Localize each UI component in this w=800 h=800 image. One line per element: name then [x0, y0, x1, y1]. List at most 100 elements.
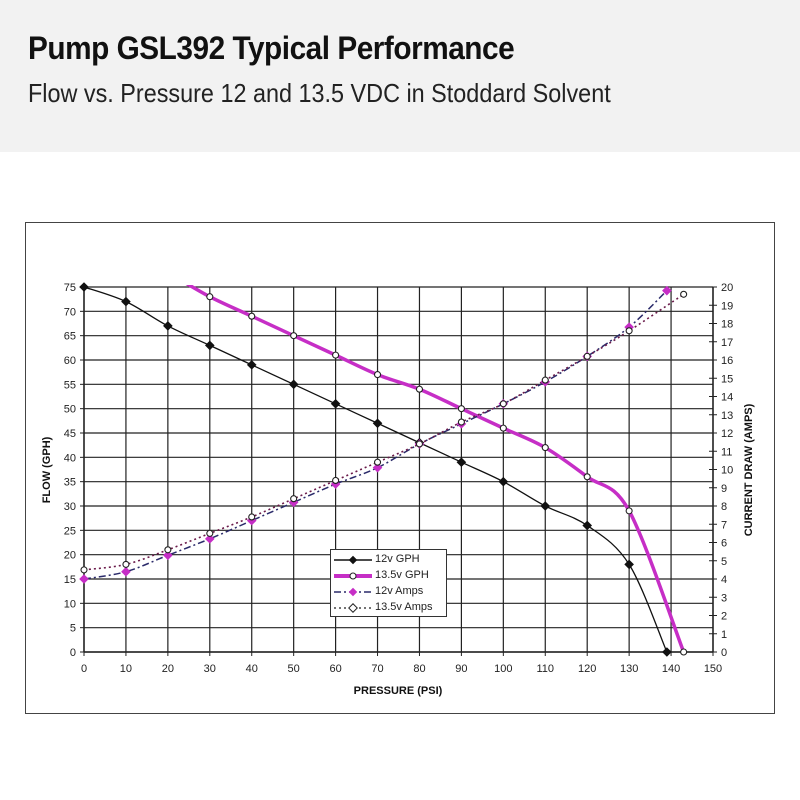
- data-point-circle-icon: [499, 424, 507, 432]
- data-point-diamond-icon: [330, 398, 341, 409]
- y2-tick-label: 2: [721, 611, 727, 623]
- y-tick-label: 75: [64, 282, 76, 294]
- chart-markers: [79, 282, 688, 657]
- x-tick-label: 100: [494, 663, 512, 675]
- data-point-circle-icon: [80, 566, 88, 574]
- x-tick-label: 0: [81, 663, 87, 675]
- data-point-circle-icon: [332, 476, 340, 485]
- x-tick-label: 20: [162, 663, 174, 675]
- data-point-circle-icon: [499, 400, 507, 408]
- y-tick-label: 55: [64, 379, 76, 391]
- x-tick-label: 50: [288, 663, 300, 675]
- y2-tick-label: 4: [721, 574, 727, 586]
- x-tick-label: 30: [204, 663, 216, 675]
- data-point-diamond-icon: [624, 559, 634, 570]
- data-point-circle-icon: [373, 371, 382, 379]
- legend-item-12v-gph: 12v GPH: [331, 552, 448, 568]
- y2-tick-label: 16: [721, 355, 733, 367]
- data-point-circle-icon: [332, 351, 340, 359]
- data-point-circle-icon: [248, 513, 256, 521]
- data-point-circle-icon: [415, 385, 424, 393]
- data-point-diamond-icon: [204, 340, 215, 351]
- y-tick-label: 65: [64, 331, 76, 343]
- data-point-diamond-icon: [288, 379, 299, 390]
- y2-tick-label: 8: [721, 501, 727, 513]
- data-point-diamond-icon: [498, 476, 509, 487]
- y-tick-label: 15: [64, 574, 76, 586]
- y2-tick-label: 6: [721, 538, 727, 550]
- y-tick-label: 30: [64, 501, 76, 513]
- chart-legend: 12v GPH 13.5v GPH 12v Amps 13.5v Amps: [330, 549, 447, 617]
- y-tick-label: 40: [64, 452, 76, 464]
- header-banner: Pump GSL392 Typical Performance Flow vs.…: [0, 0, 800, 152]
- y-tick-label: 60: [64, 355, 76, 367]
- y2-tick-label: 9: [721, 483, 727, 495]
- data-point-diamond-icon: [662, 285, 672, 296]
- page-subtitle: Flow vs. Pressure 12 and 13.5 VDC in Sto…: [28, 78, 611, 108]
- data-point-diamond-icon: [79, 574, 89, 584]
- data-point-circle-icon: [415, 440, 424, 448]
- data-point-diamond-icon: [163, 550, 173, 561]
- data-point-circle-icon: [164, 546, 172, 554]
- y2-tick-label: 14: [721, 392, 733, 404]
- data-point-diamond-icon: [163, 321, 173, 331]
- y2-tick-label: 5: [721, 556, 727, 568]
- data-point-diamond-icon: [540, 501, 551, 511]
- data-point-diamond-icon: [121, 566, 131, 577]
- data-point-circle-icon: [248, 312, 256, 320]
- data-point-circle-icon: [290, 495, 298, 503]
- legend-item-13-5v-gph: 13.5v GPH: [331, 568, 448, 584]
- data-point-circle-icon: [541, 376, 549, 384]
- x-tick-label: 90: [455, 663, 467, 675]
- legend-swatch-solid-black-icon: [334, 555, 372, 565]
- y-tick-label: 45: [64, 428, 76, 440]
- data-point-circle-icon: [625, 507, 633, 515]
- y2-tick-label: 7: [721, 519, 727, 531]
- legend-swatch-dotted-icon: [334, 603, 372, 613]
- x-tick-label: 140: [662, 663, 680, 675]
- x-tick-label: 80: [413, 663, 425, 675]
- y-axis-label: FLOW (GPH): [41, 436, 53, 503]
- data-point-diamond-icon: [456, 457, 467, 468]
- y2-tick-label: 17: [721, 337, 733, 349]
- page-title: Pump GSL392 Typical Performance: [28, 30, 515, 66]
- y2-tick-label: 18: [721, 319, 733, 331]
- x-tick-label: 60: [329, 663, 341, 675]
- data-point-circle-icon: [373, 458, 382, 466]
- y2-tick-label: 1: [721, 629, 727, 641]
- y2-tick-label: 12: [721, 428, 733, 440]
- y2-tick-label: 19: [721, 300, 733, 312]
- y2-tick-label: 0: [721, 647, 727, 659]
- y2-tick-label: 11: [721, 446, 732, 458]
- y2-axis-label: CURRENT DRAW (AMPS): [743, 403, 755, 536]
- y2-tick-label: 3: [721, 592, 727, 604]
- data-point-circle-icon: [680, 290, 688, 298]
- y2-tick-label: 20: [721, 282, 733, 294]
- x-tick-label: 40: [246, 663, 258, 675]
- y-tick-label: 10: [64, 598, 76, 610]
- y-tick-label: 5: [70, 623, 76, 635]
- data-point-diamond-icon: [662, 647, 672, 657]
- y-tick-label: 0: [70, 647, 76, 659]
- legend-item-12v-amps: 12v Amps: [331, 584, 448, 600]
- data-point-circle-icon: [457, 405, 465, 413]
- data-point-diamond-icon: [372, 418, 383, 429]
- y-tick-label: 25: [64, 525, 76, 537]
- x-tick-label: 120: [578, 663, 596, 675]
- y-tick-label: 50: [64, 404, 76, 416]
- data-point-diamond-icon: [79, 282, 89, 292]
- x-tick-label: 70: [371, 663, 383, 675]
- data-point-circle-icon: [122, 560, 130, 568]
- data-point-diamond-icon: [582, 520, 593, 531]
- data-point-circle-icon: [457, 418, 465, 426]
- y2-tick-label: 10: [721, 465, 733, 477]
- data-point-circle-icon: [680, 648, 688, 656]
- data-point-diamond-icon: [204, 534, 215, 544]
- y-tick-label: 20: [64, 550, 76, 562]
- data-point-diamond-icon: [121, 296, 131, 307]
- y2-tick-label: 13: [721, 410, 733, 422]
- data-point-circle-icon: [206, 529, 214, 537]
- data-point-circle-icon: [290, 332, 298, 340]
